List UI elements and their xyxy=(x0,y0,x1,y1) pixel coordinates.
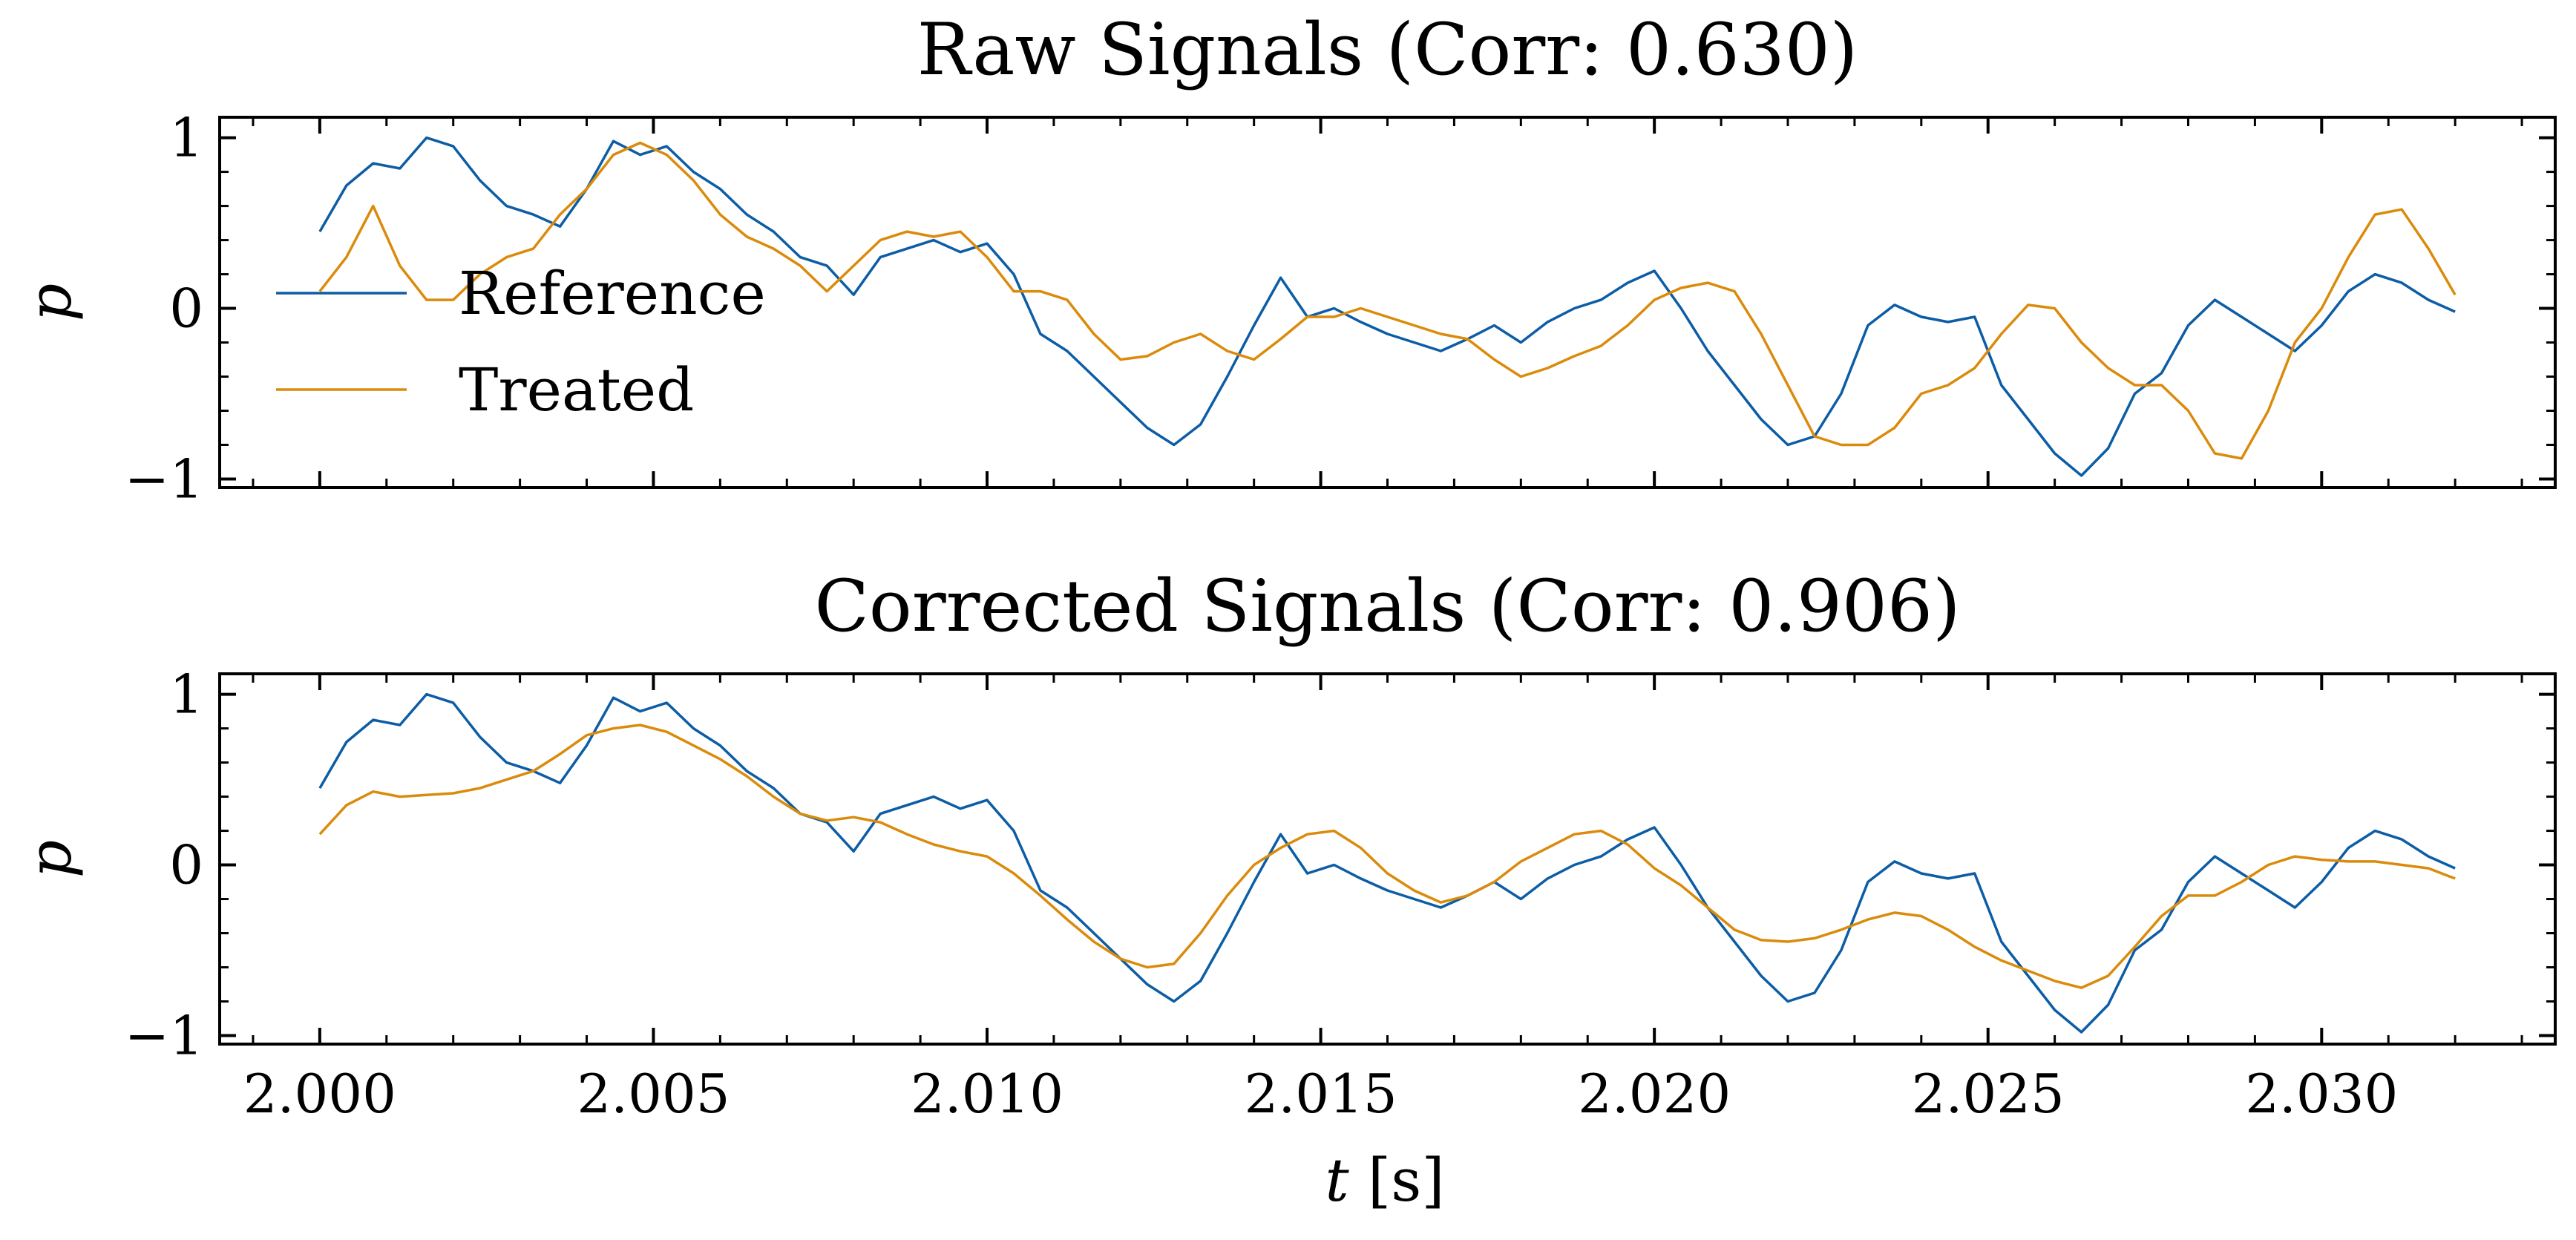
chart-0-y-tick-label: 1 xyxy=(169,107,203,169)
chart-1-x-tick-label: 2.010 xyxy=(911,1063,1063,1125)
chart-1-series-reference-line xyxy=(318,692,2456,1034)
chart-1-series-treated-line xyxy=(318,724,2456,989)
chart-0-y-tick-label: 0 xyxy=(169,278,203,340)
chart-0-series-reference-line xyxy=(318,136,2456,477)
chart-1-x-tick-label: 2.030 xyxy=(2245,1063,2398,1125)
chart-1-y-tick-label: 0 xyxy=(169,834,203,896)
chart-1-x-tick-label: 2.005 xyxy=(577,1063,730,1125)
chart-0-title: Raw Signals (Corr: 0.630) xyxy=(917,8,1858,91)
x-axis-label-unit: [s] xyxy=(1349,1146,1445,1215)
chart-1-x-tick-label: 2.015 xyxy=(1245,1063,1397,1125)
chart-0-legend-label-treated: Treated xyxy=(459,355,694,424)
raw-signals-panel: Raw Signals (Corr: 0.630) p −1 0 1 Reference T… xyxy=(16,8,2557,511)
chart-1-x-tick-label: 2.025 xyxy=(1912,1063,2065,1125)
chart-1-x-tick-label: 2.020 xyxy=(1578,1063,1731,1125)
chart-1-x-tick-label: 2.000 xyxy=(243,1063,396,1125)
chart-0-legend: Reference Treated xyxy=(276,259,766,424)
corrected-signals-panel: Corrected Signals (Corr: 0.906) p 2.000 2.0… xyxy=(16,565,2557,1125)
chart-1-y-tick-label: −1 xyxy=(125,1005,203,1067)
chart-1-axes-frame xyxy=(218,672,2557,1046)
chart-1-y-axis-label: p xyxy=(16,840,85,878)
chart-1-y-tick-label: 1 xyxy=(169,663,203,726)
chart-0-y-tick-label: −1 xyxy=(125,448,203,511)
chart-1-title: Corrected Signals (Corr: 0.906) xyxy=(814,565,1960,648)
x-axis-label: t [s] xyxy=(1325,1146,1444,1215)
chart-0-y-axis-label: p xyxy=(16,283,85,321)
chart-0-series-treated-line xyxy=(318,141,2457,460)
chart-0-legend-label-reference: Reference xyxy=(459,259,766,328)
x-axis-label-var: t xyxy=(1325,1146,1349,1215)
